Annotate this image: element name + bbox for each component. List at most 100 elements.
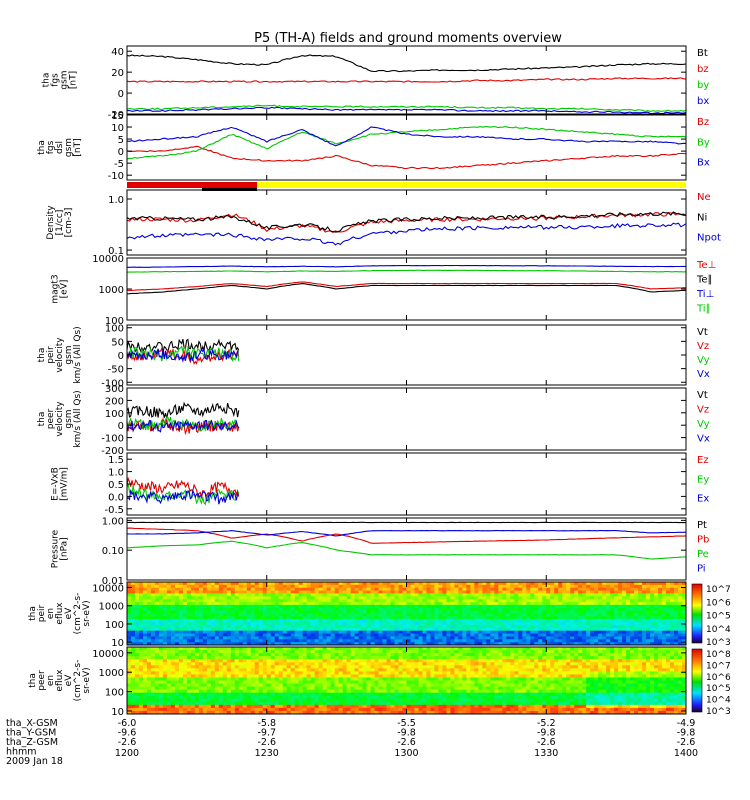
y-axis-label: (cm^2-s- — [73, 660, 83, 702]
y-axis-label: km/s (All Qs) — [73, 390, 83, 447]
series-line-3 — [127, 264, 687, 268]
y-axis-label: velocity — [55, 401, 65, 437]
ephemeris-value: -2.6 — [257, 737, 276, 748]
panel-4: Te⊥ Te∥ Ti⊥ Ti∥ 10000 1000 100 magt3 [eV] — [51, 254, 717, 327]
panel-frame — [126, 114, 687, 181]
y-tick-label: 0 — [118, 421, 124, 432]
y-tick-label: 0.1 — [108, 246, 124, 257]
colorbar-label: 10^5 — [706, 612, 731, 622]
y-axis-label: eflux — [55, 602, 65, 625]
series-line-3 — [126, 104, 687, 112]
y-tick-label: 1000 — [99, 668, 124, 679]
y-axis-label: [nPa] — [60, 537, 70, 560]
y-axis-label: peir — [46, 346, 56, 364]
series-line-4 — [126, 419, 240, 433]
panel-8: Pt Pb Pe Pi 1.00 0.10 0.01 Pressure [nPa] — [51, 516, 710, 587]
series-line-3 — [126, 222, 687, 246]
series-line-1 — [126, 401, 240, 419]
series-line-3 — [126, 345, 240, 363]
legend-label: Vy — [697, 355, 710, 366]
y-axis-label: tha — [37, 348, 47, 363]
colorbar-label: 10^7 — [706, 585, 731, 595]
y-axis-label: sr-eV) — [82, 600, 92, 626]
y-tick-label: 1.0 — [108, 468, 124, 479]
legend-label: Bt — [697, 48, 708, 59]
colorbar-label: 10^4 — [706, 625, 731, 635]
y-axis-label: gsm — [64, 409, 74, 428]
colorbar-label: 10^6 — [706, 598, 731, 608]
ephemeris-value: -9.8 — [397, 728, 416, 739]
y-axis-label: [mV/m] — [60, 467, 70, 501]
panel-frame — [126, 387, 687, 451]
y-axis-label: sr-eV) — [82, 667, 92, 693]
panel-10: 10^810^7 10^610^5 10^410^3 10000 1000 100 10 th… — [28, 646, 731, 718]
ephemeris-value: -9.8 — [537, 728, 556, 739]
y-axis-label: gsm — [64, 138, 74, 157]
spectrogram — [127, 582, 687, 646]
series-line-2 — [126, 527, 687, 544]
y-tick-label: 100 — [105, 620, 124, 631]
series-line-3 — [127, 540, 687, 560]
y-axis-label: gsm — [64, 345, 74, 364]
x-tick-label: 1230 — [255, 748, 279, 759]
series-line-2 — [126, 211, 687, 233]
y-tick-label: 50 — [111, 337, 124, 348]
ephemeris-label: tha_Z-GSM — [6, 737, 58, 748]
legend-label: Pi — [697, 564, 706, 575]
y-axis-label: peer — [37, 670, 47, 691]
legend-label: Vx — [697, 434, 710, 445]
y-axis-label: [cm-3] — [64, 208, 74, 238]
series-line-2 — [126, 483, 240, 506]
ephemeris-value: -2.6 — [677, 737, 696, 748]
y-tick-label: 10 — [111, 123, 124, 134]
series-line-3 — [126, 416, 240, 432]
legend-label: bz — [697, 64, 709, 75]
y-axis-label: [eV] — [60, 280, 70, 299]
series-line-1 — [126, 476, 240, 499]
ephemeris-value: -9.6 — [118, 728, 137, 739]
y-axis-label: tha — [37, 412, 47, 427]
y-axis-label: tha — [28, 673, 38, 688]
y-axis-label: E=-VxB — [51, 467, 61, 501]
y-tick-label: 0 — [118, 351, 124, 362]
y-tick-label: 5 — [118, 135, 124, 146]
colorbar — [691, 583, 703, 644]
mode-bar-red — [127, 182, 257, 188]
colorbar — [691, 648, 703, 713]
y-tick-label: 15 — [111, 111, 124, 122]
y-axis-label: [1/cc] — [55, 210, 65, 236]
panel-5: Vt Vz Vy Vx 100 50 0 -50 -100 tha peir velocity gsm k… — [37, 324, 710, 390]
panel-frame — [126, 452, 687, 516]
colorbar-label: 10^7 — [706, 661, 731, 671]
spectrogram — [127, 647, 687, 715]
y-tick-label: 20 — [111, 68, 124, 79]
ephemeris-value: -5.5 — [397, 718, 416, 729]
legend-label: Vx — [697, 369, 710, 380]
colorbar-label: 10^3 — [706, 707, 731, 717]
ephemeris-value: -2.6 — [118, 737, 137, 748]
y-tick-label: -100 — [101, 378, 124, 389]
legend-label: Te⊥ — [696, 260, 716, 271]
y-axis-label: tha — [37, 140, 47, 155]
y-tick-label: -0.5 — [104, 505, 124, 516]
ephemeris-label: tha_X-GSM — [6, 718, 58, 729]
y-tick-label: 100 — [105, 316, 124, 327]
y-tick-label: 0 — [118, 147, 124, 158]
y-tick-label: 100 — [105, 409, 124, 420]
y-axis-label: peir — [37, 604, 47, 622]
colorbar-label: 10^5 — [706, 684, 731, 694]
ephemeris-value: -5.2 — [537, 718, 556, 729]
legend-label: Npot — [697, 233, 721, 244]
y-tick-label: 0.5 — [108, 480, 124, 491]
y-axis-label: Density — [46, 205, 56, 240]
x-tick-label: 1300 — [394, 748, 418, 759]
y-axis-label: peer — [46, 408, 56, 429]
series-line-1 — [126, 145, 687, 170]
ephemeris-value: -5.8 — [257, 718, 276, 729]
panel-frame — [126, 257, 687, 321]
y-tick-label: 10 — [111, 638, 124, 649]
series-line-3 — [126, 489, 239, 505]
